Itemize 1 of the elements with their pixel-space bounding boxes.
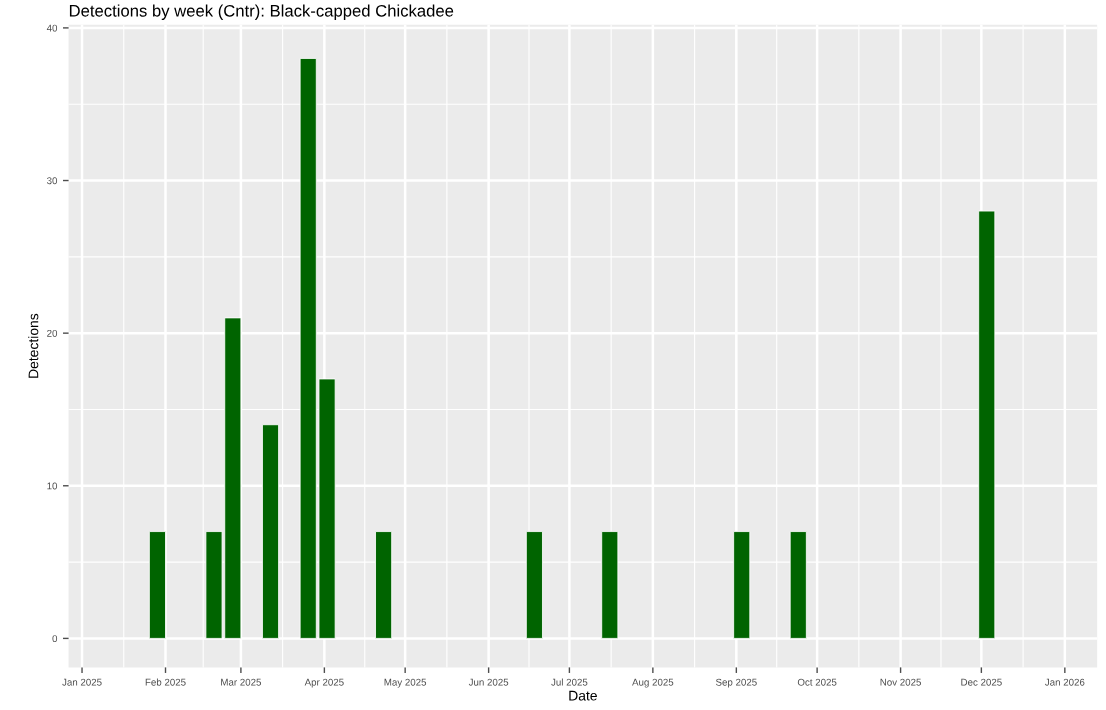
chart-title: Detections by week (Cntr): Black-capped Chickadee (69, 4, 454, 20)
